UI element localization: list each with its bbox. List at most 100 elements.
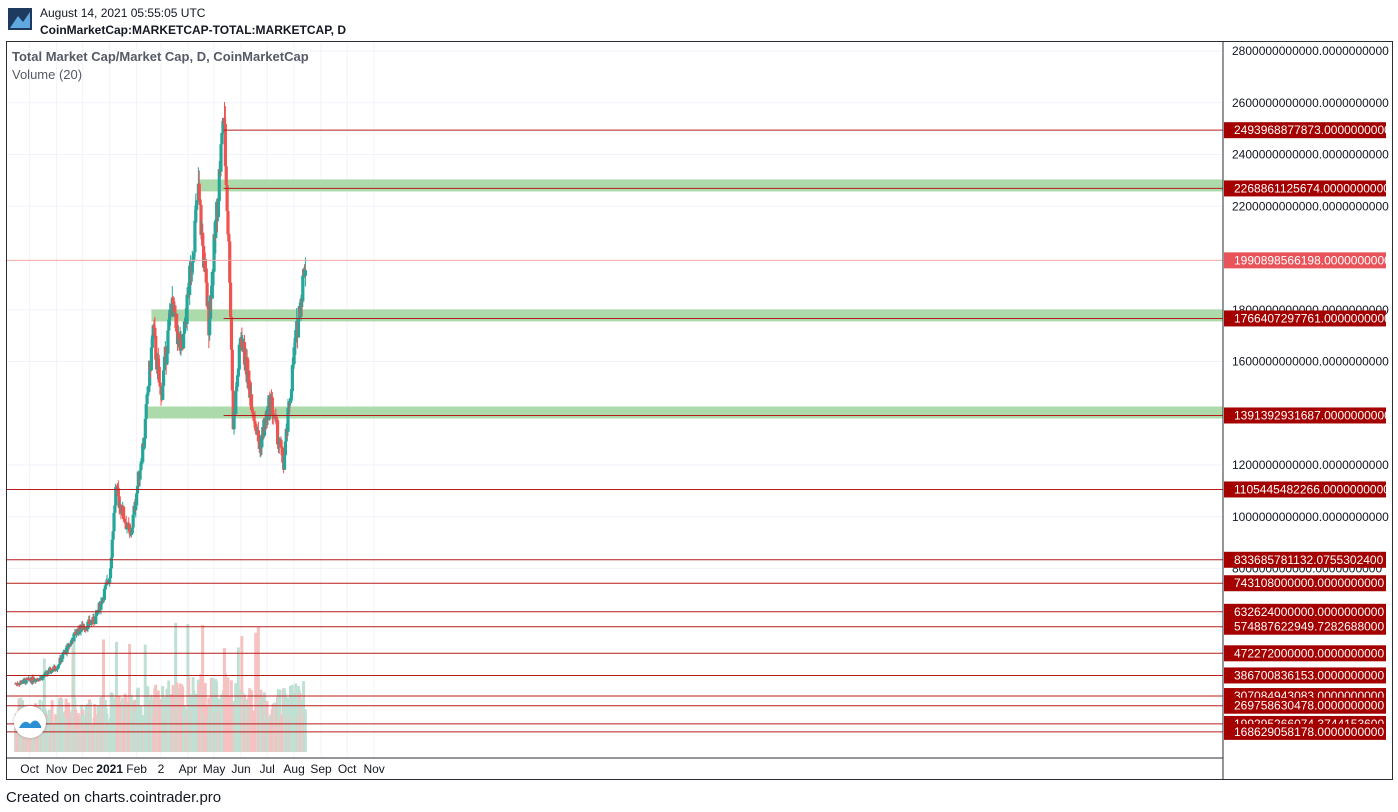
candle-body xyxy=(130,527,134,534)
candle-body xyxy=(235,375,240,387)
candle-body xyxy=(221,132,225,134)
price-level-label-bg xyxy=(1224,575,1386,592)
candle-body xyxy=(260,435,264,448)
candle-body xyxy=(150,338,154,348)
candle-body xyxy=(214,219,218,239)
candle-body xyxy=(249,394,254,411)
chart-legend-title: Total Market Cap/Market Cap, D, CoinMark… xyxy=(12,49,309,64)
candles xyxy=(14,102,308,688)
candle-body xyxy=(82,627,87,629)
candle-body xyxy=(24,678,28,684)
support-zone xyxy=(151,309,1223,322)
candle-body xyxy=(128,527,132,532)
candle-body xyxy=(159,386,163,395)
price-level-label: 1766407297761.0000000000 xyxy=(1234,311,1391,325)
candle-body xyxy=(252,414,256,421)
price-level-label-bg xyxy=(1224,180,1386,197)
candle-body xyxy=(299,299,303,317)
candle-body xyxy=(303,270,308,276)
candle-body xyxy=(247,370,251,381)
x-tick-label: Jul xyxy=(259,762,274,776)
volume-bar xyxy=(57,698,61,752)
y-tick-label: 1000000000000.0000000000 xyxy=(1232,510,1389,524)
volume-bars xyxy=(14,622,307,752)
candle-body xyxy=(191,256,195,263)
candle-body xyxy=(88,619,92,625)
x-tick-label: Sep xyxy=(310,762,332,776)
price-level-label-bg xyxy=(1224,667,1386,684)
candle-body xyxy=(173,305,177,317)
candle-body xyxy=(225,185,229,211)
price-level-label-bg xyxy=(1224,697,1386,714)
candle-body xyxy=(251,412,255,415)
candle-body xyxy=(162,370,166,386)
candle-body xyxy=(212,234,216,272)
candle-body xyxy=(201,232,205,246)
candle-body xyxy=(41,675,45,680)
candle-body xyxy=(119,505,123,513)
volume-bar xyxy=(303,709,307,752)
candle-body xyxy=(269,396,274,398)
candle-body xyxy=(153,327,157,336)
candle-body xyxy=(157,366,161,383)
x-tick-label: Jun xyxy=(231,762,250,776)
candle-body xyxy=(162,356,167,371)
price-level-label: 1391392931687.0000000000 xyxy=(1234,408,1391,422)
candle-body xyxy=(55,667,60,670)
candle-body xyxy=(35,678,40,680)
symbol-title: CoinMarketCap:MARKETCAP-TOTAL:MARKETCAP,… xyxy=(40,23,346,37)
x-tick-label: Oct xyxy=(338,762,357,776)
candle-body xyxy=(245,357,249,382)
price-level-label-bg xyxy=(1224,407,1386,424)
candle-body xyxy=(122,518,127,522)
volume-bar xyxy=(256,627,260,752)
candle-body xyxy=(204,268,208,283)
candle-body xyxy=(131,514,135,528)
candle-body xyxy=(32,681,36,683)
candle-body xyxy=(78,625,82,633)
candle-body xyxy=(124,523,128,530)
candle-body xyxy=(68,643,72,647)
candle-body xyxy=(195,200,200,202)
candle-body xyxy=(227,234,231,242)
candle-body xyxy=(283,441,287,456)
price-level-label-bg xyxy=(1224,603,1386,620)
candle-body xyxy=(229,316,234,350)
price-level-label: 2493968877873.0000000000 xyxy=(1234,123,1391,137)
candle-body xyxy=(226,210,230,235)
price-level-label: 632624000000.0000000000 xyxy=(1234,605,1384,619)
price-level-label: 743108000000.0000000000 xyxy=(1234,576,1384,590)
x-tick-label: 2 xyxy=(158,762,165,776)
candle-body xyxy=(195,200,199,210)
candle-body xyxy=(228,282,233,317)
candle-body xyxy=(289,391,294,398)
candle-body xyxy=(102,588,107,600)
candle-body xyxy=(271,415,275,417)
candle-body xyxy=(208,295,213,319)
candle-body xyxy=(234,391,238,415)
candle-body xyxy=(129,533,134,535)
candle-body xyxy=(193,220,197,253)
volume-bar xyxy=(136,687,140,752)
x-tick-label: Aug xyxy=(283,762,304,776)
candle-body xyxy=(111,531,115,540)
candle-body xyxy=(53,666,57,670)
candle-body xyxy=(15,683,20,685)
candle-body xyxy=(109,557,113,569)
candle-body xyxy=(115,485,120,489)
candle-body xyxy=(43,672,47,676)
candle-body xyxy=(217,169,221,202)
candle-body xyxy=(194,209,198,221)
candle-body xyxy=(112,512,116,532)
price-level-label-bg xyxy=(1224,618,1386,635)
candle-body xyxy=(106,580,110,583)
candle-body xyxy=(202,245,206,268)
candle-body xyxy=(230,349,234,391)
candle-body xyxy=(211,271,215,273)
candle-body xyxy=(165,353,169,364)
x-tick-label: Nov xyxy=(46,762,67,776)
candle-body xyxy=(203,259,207,269)
candle-body xyxy=(282,455,287,470)
watermark-logo-icon xyxy=(14,706,46,738)
